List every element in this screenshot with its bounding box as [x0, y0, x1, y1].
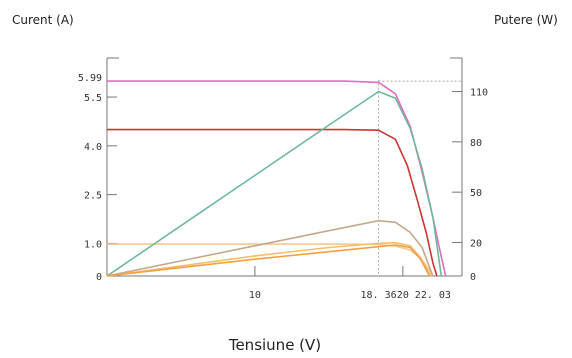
series-5-line	[106, 219, 434, 277]
right-tick-label: 20	[470, 238, 482, 249]
right-tick-label: 80	[470, 138, 482, 149]
left-tick-label: 2.5	[84, 191, 102, 202]
series-6-line	[106, 242, 432, 277]
right-tick-label: 50	[470, 188, 482, 199]
x-tick-label: 10	[249, 290, 261, 301]
x-axis-label: Tensiune (V)	[228, 336, 321, 354]
series-4-line	[106, 90, 443, 277]
left-tick-label: 1.0	[84, 239, 102, 250]
x-tick-label: 18. 36	[361, 290, 397, 301]
series-7-line	[106, 244, 431, 277]
x-tick-label: 20	[397, 290, 409, 301]
left-axis-label: Curent (A)	[12, 13, 74, 27]
series-3-line	[107, 243, 434, 277]
left-tick-label: 5.99	[78, 73, 102, 84]
left-tick-label: 4.0	[84, 142, 102, 153]
x-tick-label: 22. 03	[415, 290, 451, 301]
series-group	[106, 80, 447, 277]
left-tick-label: 5.5	[84, 93, 102, 104]
right-tick-label: 0	[470, 272, 476, 283]
left-tick-label: 0	[96, 272, 102, 283]
series-2-line	[107, 128, 438, 277]
series-1-line	[107, 80, 447, 277]
right-axis-label: Putere (W)	[494, 13, 558, 27]
right-tick-label: 110	[470, 88, 488, 99]
